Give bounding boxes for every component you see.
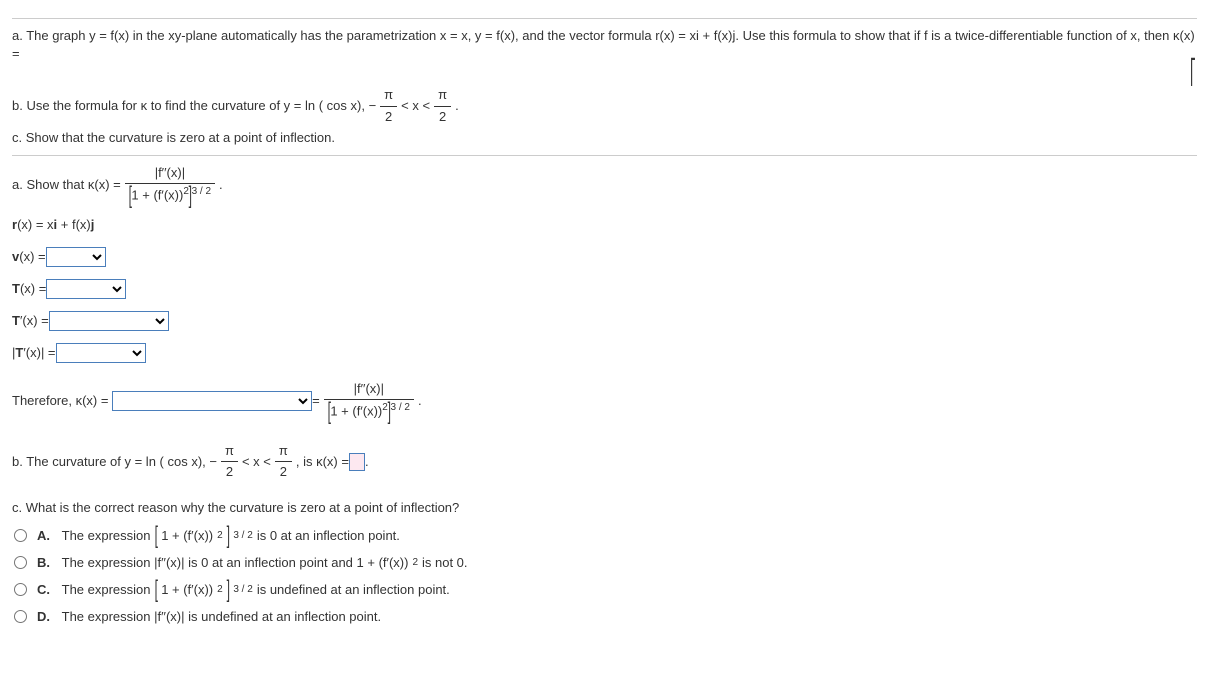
Tp-dropdown[interactable]	[49, 311, 169, 331]
kappa-num: |f′′(x)|	[125, 164, 215, 184]
opt-a-3: is 0 at an inflection point.	[257, 527, 400, 545]
opt-a-s2: 3 / 2	[233, 529, 252, 543]
r-line: r(x) = xi + f(x)j	[12, 216, 94, 234]
Tp-label: T′(x) =	[12, 312, 49, 330]
lb-a: [	[154, 526, 157, 546]
partb-text-2: < x <	[242, 453, 271, 471]
radio-b[interactable]	[14, 556, 27, 569]
partb-text-1: b. The curvature of y = ln ( cos x), −	[12, 453, 217, 471]
partc-question: c. What is the correct reason why the cu…	[12, 499, 459, 517]
pi-num-1: π	[380, 86, 397, 106]
dot-a: .	[219, 176, 223, 194]
opt-c-1: The expression	[62, 581, 151, 599]
opt-d-lbl: D.	[37, 608, 50, 626]
pi-num-2: π	[434, 86, 451, 106]
kappa-den-base: 1 + (f′(x))	[131, 187, 183, 202]
bracket-icon: ⎡	[1190, 63, 1196, 83]
radio-c[interactable]	[14, 583, 27, 596]
prob-b-text-1: b. Use the formula for κ to find the cur…	[12, 97, 376, 115]
sup-32-a: 3 / 2	[192, 186, 211, 197]
opt-c-s1: 2	[217, 583, 223, 597]
opt-c-3: is undefined at an inflection point.	[257, 581, 450, 599]
prob-c-text: c. Show that the curvature is zero at a …	[12, 129, 335, 147]
opt-a-lbl: A.	[37, 527, 50, 545]
kappa-den-base-2: 1 + (f′(x))	[330, 404, 382, 419]
kappa-input[interactable]	[349, 453, 365, 471]
pi-num-4: π	[275, 442, 292, 462]
pi-num-3: π	[221, 442, 238, 462]
opt-c-2: 1 + (f′(x))	[161, 581, 213, 599]
partb-text-4: .	[365, 453, 369, 471]
rb-a: ]	[226, 526, 229, 546]
kappa-dropdown[interactable]	[112, 391, 312, 411]
opt-b-lbl: B.	[37, 554, 50, 572]
v-dropdown[interactable]	[46, 247, 106, 267]
opt-b-1: The expression |f′′(x)| is 0 at an infle…	[62, 554, 409, 572]
rbracket-icon-2: ]	[387, 402, 390, 422]
therefore-label: Therefore, κ(x) =	[12, 392, 108, 410]
opt-a-s1: 2	[217, 529, 223, 543]
opt-a-1: The expression	[62, 527, 151, 545]
opt-d: The expression |f′′(x)| is undefined at …	[62, 608, 381, 626]
prob-b-text-3: .	[455, 97, 459, 115]
kappa-num-2: |f′′(x)|	[324, 380, 414, 400]
Tpm-dropdown[interactable]	[56, 343, 146, 363]
two-den-1: 2	[380, 107, 397, 126]
rb-c: ]	[226, 580, 229, 600]
v-label: v(x) =	[12, 248, 46, 266]
rbracket-icon: ]	[189, 186, 192, 206]
opt-c-lbl: C.	[37, 581, 50, 599]
T-dropdown[interactable]	[46, 279, 126, 299]
Tpm-label: |T′(x)| =	[12, 344, 56, 362]
T-label: T(x) =	[12, 280, 46, 298]
opt-b-2: is not 0.	[422, 554, 468, 572]
prob-b-text-2: < x <	[401, 97, 430, 115]
prob-a-text: a. The graph y = f(x) in the xy-plane au…	[12, 27, 1197, 63]
opt-b-s: 2	[412, 556, 418, 570]
eq-sign: =	[312, 392, 320, 410]
dot-b: .	[418, 392, 422, 410]
two-den-4: 2	[275, 462, 292, 481]
show-label: a. Show that κ(x) =	[12, 176, 121, 194]
lb-c: [	[154, 580, 157, 600]
partb-text-3: , is κ(x) =	[296, 453, 349, 471]
opt-c-s2: 3 / 2	[233, 583, 252, 597]
radio-d[interactable]	[14, 610, 27, 623]
lbracket-icon: [	[128, 186, 131, 206]
opt-a-2: 1 + (f′(x))	[161, 527, 213, 545]
two-den-2: 2	[434, 107, 451, 126]
radio-a[interactable]	[14, 529, 27, 542]
two-den-3: 2	[221, 462, 238, 481]
lbracket-icon-2: [	[327, 402, 330, 422]
sup-32-b: 3 / 2	[391, 402, 410, 413]
